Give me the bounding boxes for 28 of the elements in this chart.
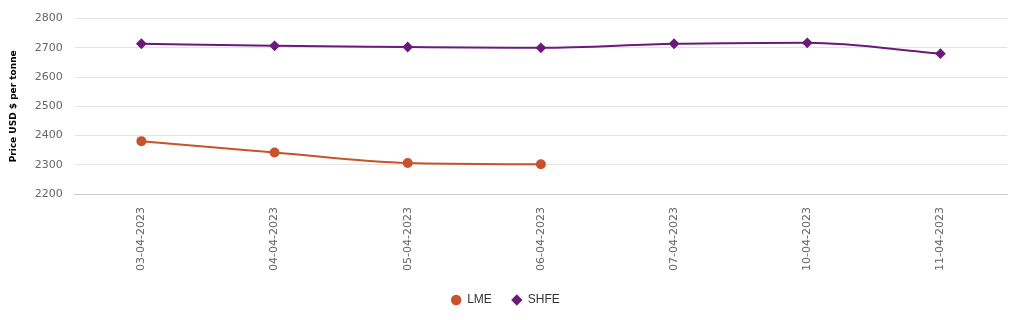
point [535, 42, 546, 53]
y-axis-title: Price USD $ per tonne [7, 50, 18, 163]
legend-label: LME [467, 292, 492, 307]
y-tick-label: 2600 [34, 69, 63, 83]
x-tick-label: 05-04-2023 [400, 207, 414, 272]
y-tick-label: 2800 [34, 11, 63, 25]
y-tick-label: 2500 [34, 99, 63, 113]
point [402, 158, 413, 169]
point [269, 147, 280, 158]
x-tick-label: 03-04-2023 [134, 207, 148, 272]
point [669, 38, 680, 49]
point [935, 48, 946, 59]
y-tick-label: 2200 [34, 186, 63, 200]
point [535, 159, 546, 170]
x-tick-label: 04-04-2023 [267, 207, 281, 272]
x-tick-label: 07-04-2023 [666, 207, 680, 272]
point [136, 38, 147, 49]
y-tick-label: 2400 [34, 128, 63, 142]
x-tick-label: 10-04-2023 [800, 207, 814, 272]
point [269, 40, 280, 51]
y-tick-label: 2300 [34, 157, 63, 171]
point [402, 41, 413, 52]
x-tick-label: 11-04-2023 [933, 207, 947, 272]
point [802, 37, 813, 48]
legend-label: SHFE [527, 292, 560, 307]
x-tick-label: 06-04-2023 [533, 207, 547, 272]
point [136, 136, 147, 147]
y-tick-label: 2700 [34, 40, 63, 54]
